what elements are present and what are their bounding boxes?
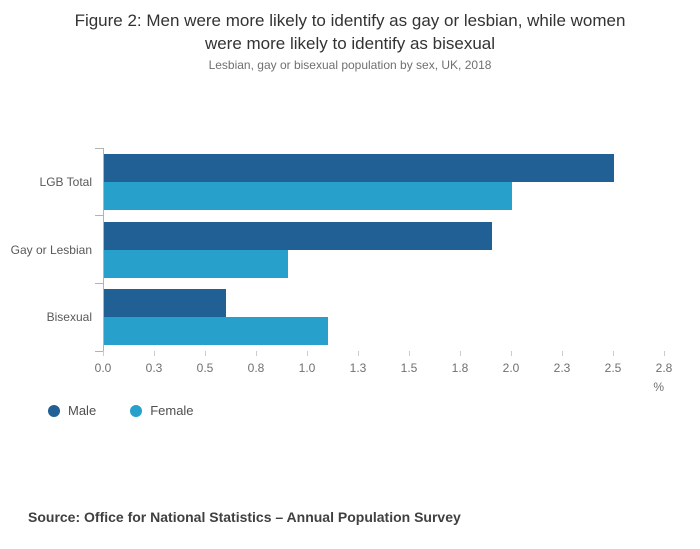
legend-label-female: Female <box>150 403 194 418</box>
bar-female-lgb-total <box>104 181 512 210</box>
x-tick-mark-2-3 <box>562 351 563 356</box>
y-axis-tick-0 <box>95 147 103 149</box>
x-tick-label-1-5: 1.5 <box>400 361 418 375</box>
bar-male-bisexual <box>104 289 227 318</box>
figure-title-line-2: were more likely to identify as bisexual <box>204 33 496 53</box>
x-tick-label-2-3: 2.3 <box>553 361 571 375</box>
bar-male-gay-or-lesbian <box>104 221 492 250</box>
x-tick-label-0-5: 0.5 <box>196 361 214 375</box>
x-axis-unit-label: % <box>653 380 664 394</box>
x-tick-mark-1-5 <box>409 351 410 356</box>
x-tick-label-2-0: 2.0 <box>502 361 520 375</box>
x-tick-mark-1-3 <box>358 351 359 356</box>
legend-item-female[interactable]: Female <box>130 403 194 418</box>
x-tick-mark-0-5 <box>205 351 206 356</box>
legend-label-male: Male <box>68 403 97 418</box>
legend: Male Female <box>48 403 194 418</box>
y-axis-tick-1 <box>95 215 103 217</box>
x-tick-label-1-0: 1.0 <box>298 361 316 375</box>
x-tick-mark-0-8 <box>256 351 257 356</box>
figure-subtitle: Lesbian, gay or bisexual population by s… <box>208 58 492 72</box>
x-tick-label-1-8: 1.8 <box>451 361 469 375</box>
category-label-gay-or-lesbian: Gay or Lesbian <box>10 242 92 257</box>
x-tick-mark-2-0 <box>511 351 512 356</box>
x-tick-mark-2-5 <box>613 351 614 356</box>
x-tick-label-0-3: 0.3 <box>145 361 163 375</box>
x-tick-mark-2-8 <box>664 351 665 356</box>
x-tick-label-2-8: 2.8 <box>655 361 673 375</box>
figure-title: Figure 2: Men were more likely to identi… <box>0 10 700 56</box>
source-text: Source: Office for National Statistics –… <box>28 509 461 525</box>
figure-title-line-1: Figure 2: Men were more likely to identi… <box>74 11 626 30</box>
x-tick-mark-1-0 <box>307 351 308 356</box>
bar-female-gay-or-lesbian <box>104 249 288 278</box>
x-tick-label-0-8: 0.8 <box>247 361 265 375</box>
x-tick-mark-0-0 <box>103 351 104 356</box>
y-axis-tick-3 <box>95 350 103 352</box>
category-label-bisexual: Bisexual <box>46 310 92 325</box>
x-tick-mark-0-3 <box>154 351 155 356</box>
y-axis-line <box>103 148 104 351</box>
legend-swatch-male <box>48 404 60 417</box>
x-tick-label-0-0: 0.0 <box>94 361 112 375</box>
x-tick-label-2-5: 2.5 <box>604 361 622 375</box>
category-label-lgb-total: LGB Total <box>39 174 92 189</box>
legend-swatch-female <box>130 404 143 417</box>
bar-male-lgb-total <box>104 153 614 182</box>
legend-item-male[interactable]: Male <box>48 403 96 418</box>
x-tick-mark-1-8 <box>460 351 461 356</box>
y-axis-tick-2 <box>95 282 103 284</box>
x-tick-label-1-3: 1.3 <box>349 361 367 375</box>
bar-female-bisexual <box>104 317 329 346</box>
